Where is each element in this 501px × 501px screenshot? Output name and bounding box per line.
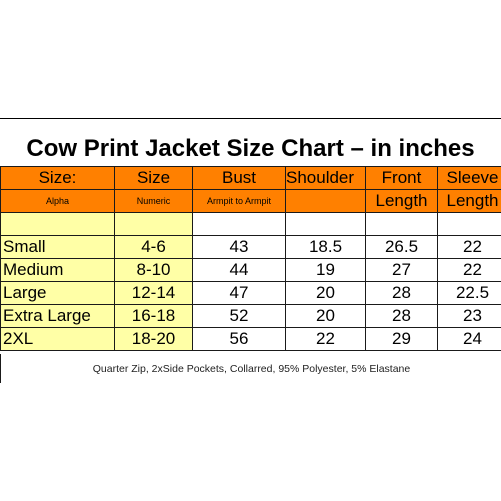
- cell-size-alpha: Medium: [0, 258, 115, 282]
- cell-size-alpha: Extra Large: [0, 304, 115, 328]
- cell-bust: 44: [192, 258, 286, 282]
- cell-size-numeric: 12-14: [114, 281, 193, 305]
- table-row: Medium 8-10 44 19 27 22: [0, 258, 501, 282]
- blank-cell: [114, 212, 193, 236]
- table-row: Large 12-14 47 20 28 22.5: [0, 281, 501, 305]
- subheader-front-length: Length: [365, 189, 438, 213]
- cell-front-length: 28: [365, 304, 438, 328]
- cell-size-numeric: 16-18: [114, 304, 193, 328]
- cell-bust: 52: [192, 304, 286, 328]
- header-front: Front: [365, 166, 438, 190]
- header-sleeve: Sleeve: [437, 166, 501, 190]
- cell-front-length: 28: [365, 281, 438, 305]
- product-details-text: Quarter Zip, 2xSide Pockets, Collarred, …: [92, 362, 411, 375]
- table-row: Small 4-6 43 18.5 26.5 22: [0, 235, 501, 259]
- cell-front-length: 26.5: [365, 235, 438, 259]
- blank-cell: [365, 212, 438, 236]
- blank-cell: [0, 212, 115, 236]
- header-bust: Bust: [192, 166, 286, 190]
- header-size-numeric: Size: [114, 166, 193, 190]
- cell-shoulder: 20: [285, 304, 366, 328]
- cell-size-alpha: Small: [0, 235, 115, 259]
- blank-row: [0, 212, 501, 236]
- cell-shoulder: 20: [285, 281, 366, 305]
- size-chart-table: Size: Size Bust Shoulder Front Sleeve Al…: [0, 166, 501, 351]
- subheader-row: Alpha Numeric Armpit to Armpit Length Le…: [0, 189, 501, 213]
- subheader-alpha: Alpha: [0, 189, 115, 213]
- cell-shoulder: 22: [285, 327, 366, 351]
- header-size-alpha: Size:: [0, 166, 115, 190]
- blank-cell: [437, 212, 501, 236]
- chart-title: Cow Print Jacket Size Chart – in inches: [26, 135, 475, 162]
- cell-front-length: 27: [365, 258, 438, 282]
- header-shoulder: Shoulder: [285, 166, 366, 190]
- cell-size-numeric: 8-10: [114, 258, 193, 282]
- cell-bust: 47: [192, 281, 286, 305]
- cell-sleeve-length: 24: [437, 327, 501, 351]
- cell-size-numeric: 18-20: [114, 327, 193, 351]
- subheader-sleeve-length: Length: [437, 189, 501, 213]
- chart-title-row: Cow Print Jacket Size Chart – in inches: [0, 118, 501, 167]
- table-row: Extra Large 16-18 52 20 28 23: [0, 304, 501, 328]
- cell-bust: 43: [192, 235, 286, 259]
- header-row: Size: Size Bust Shoulder Front Sleeve: [0, 166, 501, 190]
- subheader-shoulder: [285, 189, 366, 213]
- table-row: 2XL 18-20 56 22 29 24: [0, 327, 501, 351]
- cell-bust: 56: [192, 327, 286, 351]
- blank-cell: [192, 212, 286, 236]
- cell-sleeve-length: 23: [437, 304, 501, 328]
- cell-shoulder: 18.5: [285, 235, 366, 259]
- cell-shoulder: 19: [285, 258, 366, 282]
- cell-sleeve-length: 22: [437, 258, 501, 282]
- cell-sleeve-length: 22.5: [437, 281, 501, 305]
- cell-size-alpha: 2XL: [0, 327, 115, 351]
- cell-size-alpha: Large: [0, 281, 115, 305]
- subheader-armpit: Armpit to Armpit: [192, 189, 286, 213]
- cell-size-numeric: 4-6: [114, 235, 193, 259]
- size-chart-sheet: Cow Print Jacket Size Chart – in inches …: [0, 118, 501, 383]
- product-details-footer: Quarter Zip, 2xSide Pockets, Collarred, …: [0, 354, 501, 383]
- subheader-numeric: Numeric: [114, 189, 193, 213]
- cell-sleeve-length: 22: [437, 235, 501, 259]
- cell-front-length: 29: [365, 327, 438, 351]
- blank-cell: [285, 212, 366, 236]
